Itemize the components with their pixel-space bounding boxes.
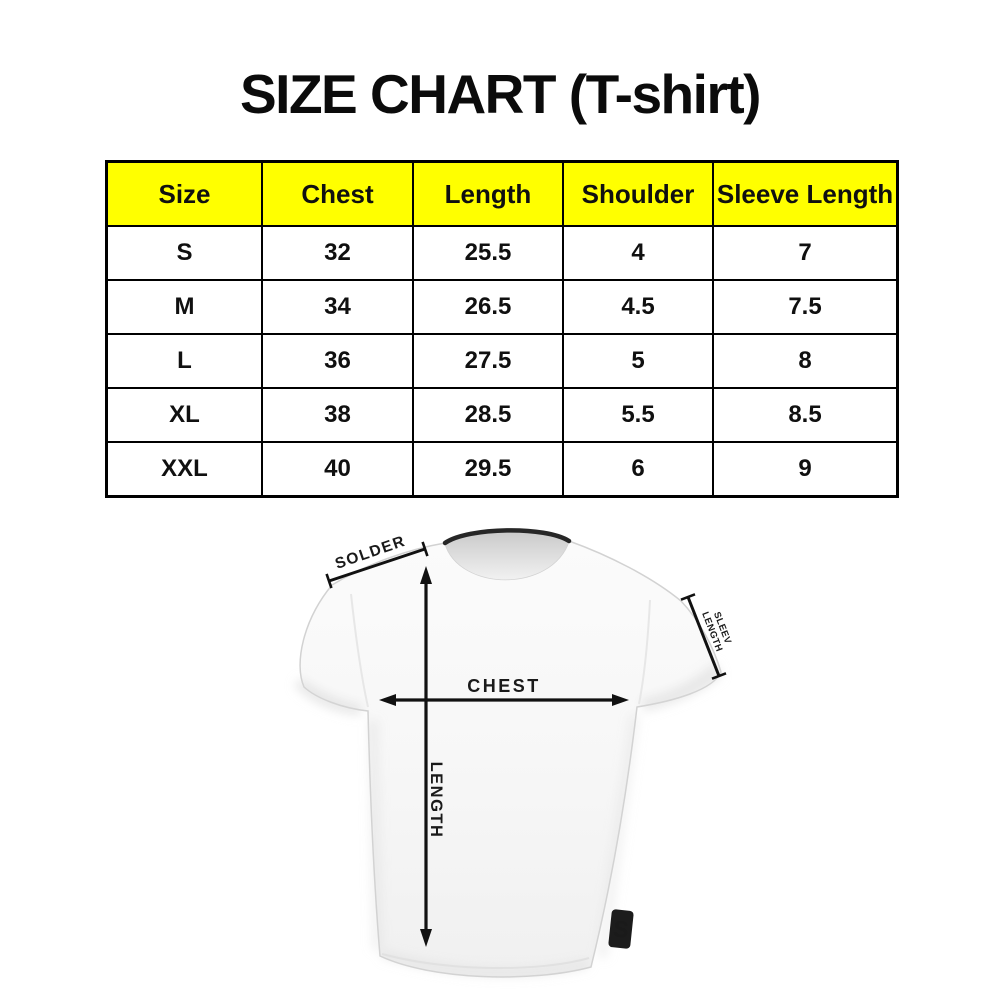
- table-cell: XXL: [108, 443, 263, 495]
- length-arrow: [420, 566, 432, 947]
- column-header-chest: Chest: [263, 163, 414, 227]
- hem-seam: [381, 953, 590, 970]
- table-cell: 9: [798, 455, 812, 482]
- table-cell: S: [108, 227, 263, 281]
- chest-label: CHEST: [467, 676, 541, 696]
- table-cell: 8: [714, 335, 896, 389]
- table-cell: 5.5: [564, 389, 714, 443]
- table-cell: 28.5: [414, 389, 564, 443]
- shoulder-measure-line: [325, 541, 429, 589]
- table-cell: 25.5: [414, 227, 564, 281]
- page-title: SIZE CHART (T-shirt): [240, 63, 761, 125]
- table-cell: L: [108, 335, 263, 389]
- column-header-shoulder: Shoulder: [564, 163, 714, 227]
- table-cell: 7.5: [714, 281, 896, 335]
- shirt-shading: [294, 662, 722, 977]
- table-cell: 27.5: [414, 335, 564, 389]
- chest-arrow: [379, 694, 629, 706]
- column-header-size: Size: [108, 163, 263, 227]
- table-cell: XL: [108, 389, 263, 443]
- column-header-length: Length: [414, 163, 564, 227]
- brand-tag-letter: S: [612, 915, 630, 942]
- table-cell: 5: [564, 335, 714, 389]
- brand-tag: S: [608, 909, 634, 949]
- collar: [442, 528, 572, 546]
- table-cell: 7: [714, 227, 896, 281]
- table-cell: 36: [263, 335, 414, 389]
- table-cell: 4: [564, 227, 714, 281]
- column-header-sleeve-length: Sleeve Length: [714, 163, 896, 227]
- tshirt-silhouette: [299, 540, 722, 978]
- length-label: LENGTH: [427, 762, 445, 839]
- table-cell: M: [108, 281, 263, 335]
- right-sleeve-seam: [638, 599, 651, 705]
- table-cell: 8.5: [714, 389, 896, 443]
- left-sleeve-seam: [350, 593, 369, 708]
- sleeve-measure-line: [680, 593, 727, 680]
- table-cell: 29.5: [414, 443, 564, 495]
- neck-opening: [445, 530, 569, 580]
- table-cell: 6: [564, 443, 714, 495]
- table-cell: 32: [263, 227, 414, 281]
- table-cell: 26.5: [414, 281, 564, 335]
- tshirt-measurement-diagram: CHEST LENGTH SOLDER SLEEV LENGTH S: [294, 528, 733, 978]
- size-table: Size Chest Length Shoulder Sleeve Length…: [105, 160, 899, 498]
- table-cell: 4.5: [564, 281, 714, 335]
- table-cell: 40: [263, 443, 414, 495]
- table-cell: 34: [263, 281, 414, 335]
- table-cell: 38: [263, 389, 414, 443]
